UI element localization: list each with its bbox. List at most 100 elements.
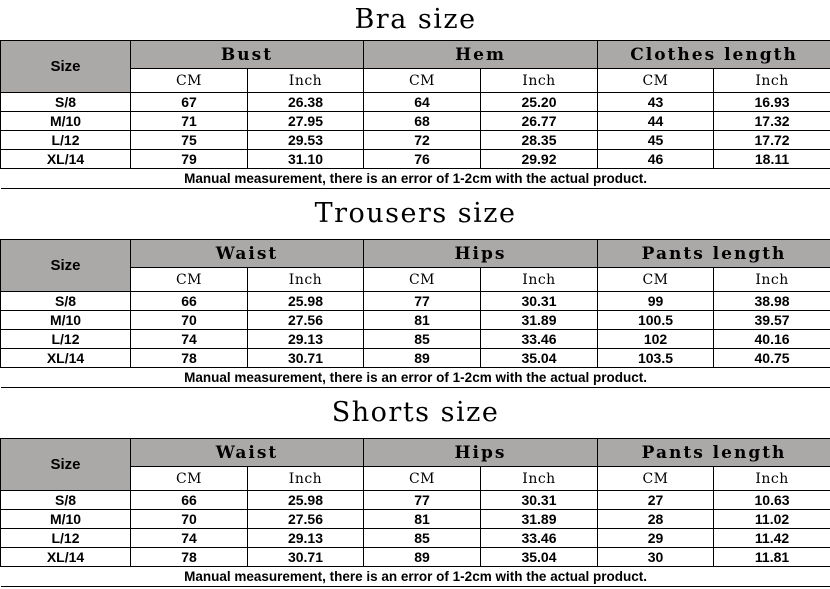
cell-value: 76 [363, 149, 481, 169]
unit-header-inch: Inch [712, 68, 830, 93]
section-note-row: Manual measurement, there is an error of… [0, 566, 830, 587]
cell-value: 75 [130, 130, 248, 150]
cell-value: 35.04 [480, 348, 598, 368]
cell-value: 27.56 [247, 509, 364, 529]
cell-value: 25.98 [247, 490, 364, 510]
cell-value: 71 [130, 111, 248, 131]
cell-value: 85 [363, 329, 481, 349]
cell-value: 18.11 [712, 149, 830, 169]
table-row: XL/14 79 31.10 76 29.92 46 18.11 [0, 149, 830, 169]
cell-value: 25.20 [480, 92, 598, 112]
cell-value: 29.13 [247, 329, 364, 349]
group-header-clothes-length: Clothes length [596, 40, 830, 69]
cell-value: 29.13 [247, 528, 364, 548]
cell-value: 68 [363, 111, 481, 131]
cell-value: 30.31 [480, 291, 598, 311]
row-size-label: L/12 [0, 130, 131, 150]
cell-value: 16.93 [712, 92, 830, 112]
cell-value: 85 [363, 528, 481, 548]
cell-value: 26.38 [247, 92, 364, 112]
cell-value: 77 [363, 490, 481, 510]
unit-header-inch: Inch [247, 466, 364, 491]
unit-header-inch: Inch [712, 267, 830, 292]
cell-value: 28 [597, 509, 714, 529]
section-unit-header-row: CM Inch CM Inch CM Inch [1, 267, 830, 292]
cell-value: 25.98 [247, 291, 364, 311]
section-title-shorts: Shorts size [0, 387, 830, 439]
cell-value: 31.89 [480, 509, 598, 529]
cell-value: 31.10 [247, 149, 364, 169]
measurement-note: Manual measurement, there is an error of… [0, 168, 830, 189]
cell-value: 29.92 [480, 149, 598, 169]
cell-value: 27.56 [247, 310, 364, 330]
group-header-pants-length: Pants length [596, 438, 830, 467]
cell-value: 29.53 [247, 130, 364, 150]
table-row: M/10 70 27.56 81 31.89 100.5 39.57 [0, 310, 830, 330]
unit-header-inch: Inch [480, 267, 598, 292]
unit-header-inch: Inch [480, 466, 598, 491]
cell-value: 78 [130, 348, 248, 368]
cell-value: 30 [597, 547, 714, 567]
cell-value: 11.42 [712, 528, 830, 548]
table-row: L/12 74 29.13 85 33.46 102 40.16 [0, 329, 830, 349]
cell-value: 43 [597, 92, 714, 112]
column-header-size: Size [0, 438, 131, 491]
cell-value: 29 [597, 528, 714, 548]
cell-value: 17.32 [712, 111, 830, 131]
cell-value: 102 [597, 329, 714, 349]
cell-value: 74 [130, 528, 248, 548]
row-size-label: S/8 [0, 291, 131, 311]
cell-value: 40.16 [712, 329, 830, 349]
cell-value: 10.63 [712, 490, 830, 510]
section-title-bra: Bra size [0, 0, 830, 41]
cell-value: 11.02 [712, 509, 830, 529]
cell-value: 70 [130, 310, 248, 330]
column-header-size: Size [0, 40, 131, 93]
section-unit-header-row: CM Inch CM Inch CM Inch [1, 466, 830, 491]
table-row: XL/14 78 30.71 89 35.04 30 11.81 [0, 547, 830, 567]
cell-value: 30.71 [247, 348, 364, 368]
cell-value: 44 [597, 111, 714, 131]
measurement-note: Manual measurement, there is an error of… [0, 367, 830, 388]
section-title-row: Bra size [0, 0, 830, 41]
row-size-label: L/12 [0, 329, 131, 349]
cell-value: 30.71 [247, 547, 364, 567]
cell-value: 31.89 [480, 310, 598, 330]
cell-value: 35.04 [480, 547, 598, 567]
unit-header-inch: Inch [480, 68, 598, 93]
row-size-label: XL/14 [0, 547, 131, 567]
section-note-row: Manual measurement, there is an error of… [0, 168, 830, 189]
row-size-label: XL/14 [0, 348, 131, 368]
cell-value: 26.77 [480, 111, 598, 131]
unit-header-inch: Inch [712, 466, 830, 491]
cell-value: 30.31 [480, 490, 598, 510]
row-size-label: M/10 [0, 310, 131, 330]
group-header-waist: Waist [130, 438, 364, 467]
table-row: S/8 66 25.98 77 30.31 27 10.63 [0, 490, 830, 510]
unit-header-inch: Inch [247, 68, 364, 93]
row-size-label: S/8 [0, 490, 131, 510]
cell-value: 78 [130, 547, 248, 567]
cell-value: 27.95 [247, 111, 364, 131]
cell-value: 39.57 [712, 310, 830, 330]
section-group-header-row: Size Bust Hem Clothes length [0, 40, 830, 93]
group-header-pants-length: Pants length [596, 239, 830, 268]
cell-value: 28.35 [480, 130, 598, 150]
cell-value: 79 [130, 149, 248, 169]
unit-header-cm: CM [597, 68, 714, 93]
cell-value: 11.81 [712, 547, 830, 567]
cell-value: 103.5 [597, 348, 714, 368]
unit-header-cm: CM [597, 267, 714, 292]
cell-value: 77 [363, 291, 481, 311]
cell-value: 99 [597, 291, 714, 311]
table-row: S/8 67 26.38 64 25.20 43 16.93 [0, 92, 830, 112]
cell-value: 46 [597, 149, 714, 169]
row-size-label: XL/14 [0, 149, 131, 169]
section-title-trousers: Trousers size [0, 188, 830, 240]
section-group-header-row: Size Waist Hips Pants length [0, 438, 830, 491]
unit-header-cm: CM [130, 466, 248, 491]
cell-value: 72 [363, 130, 481, 150]
cell-value: 66 [130, 291, 248, 311]
